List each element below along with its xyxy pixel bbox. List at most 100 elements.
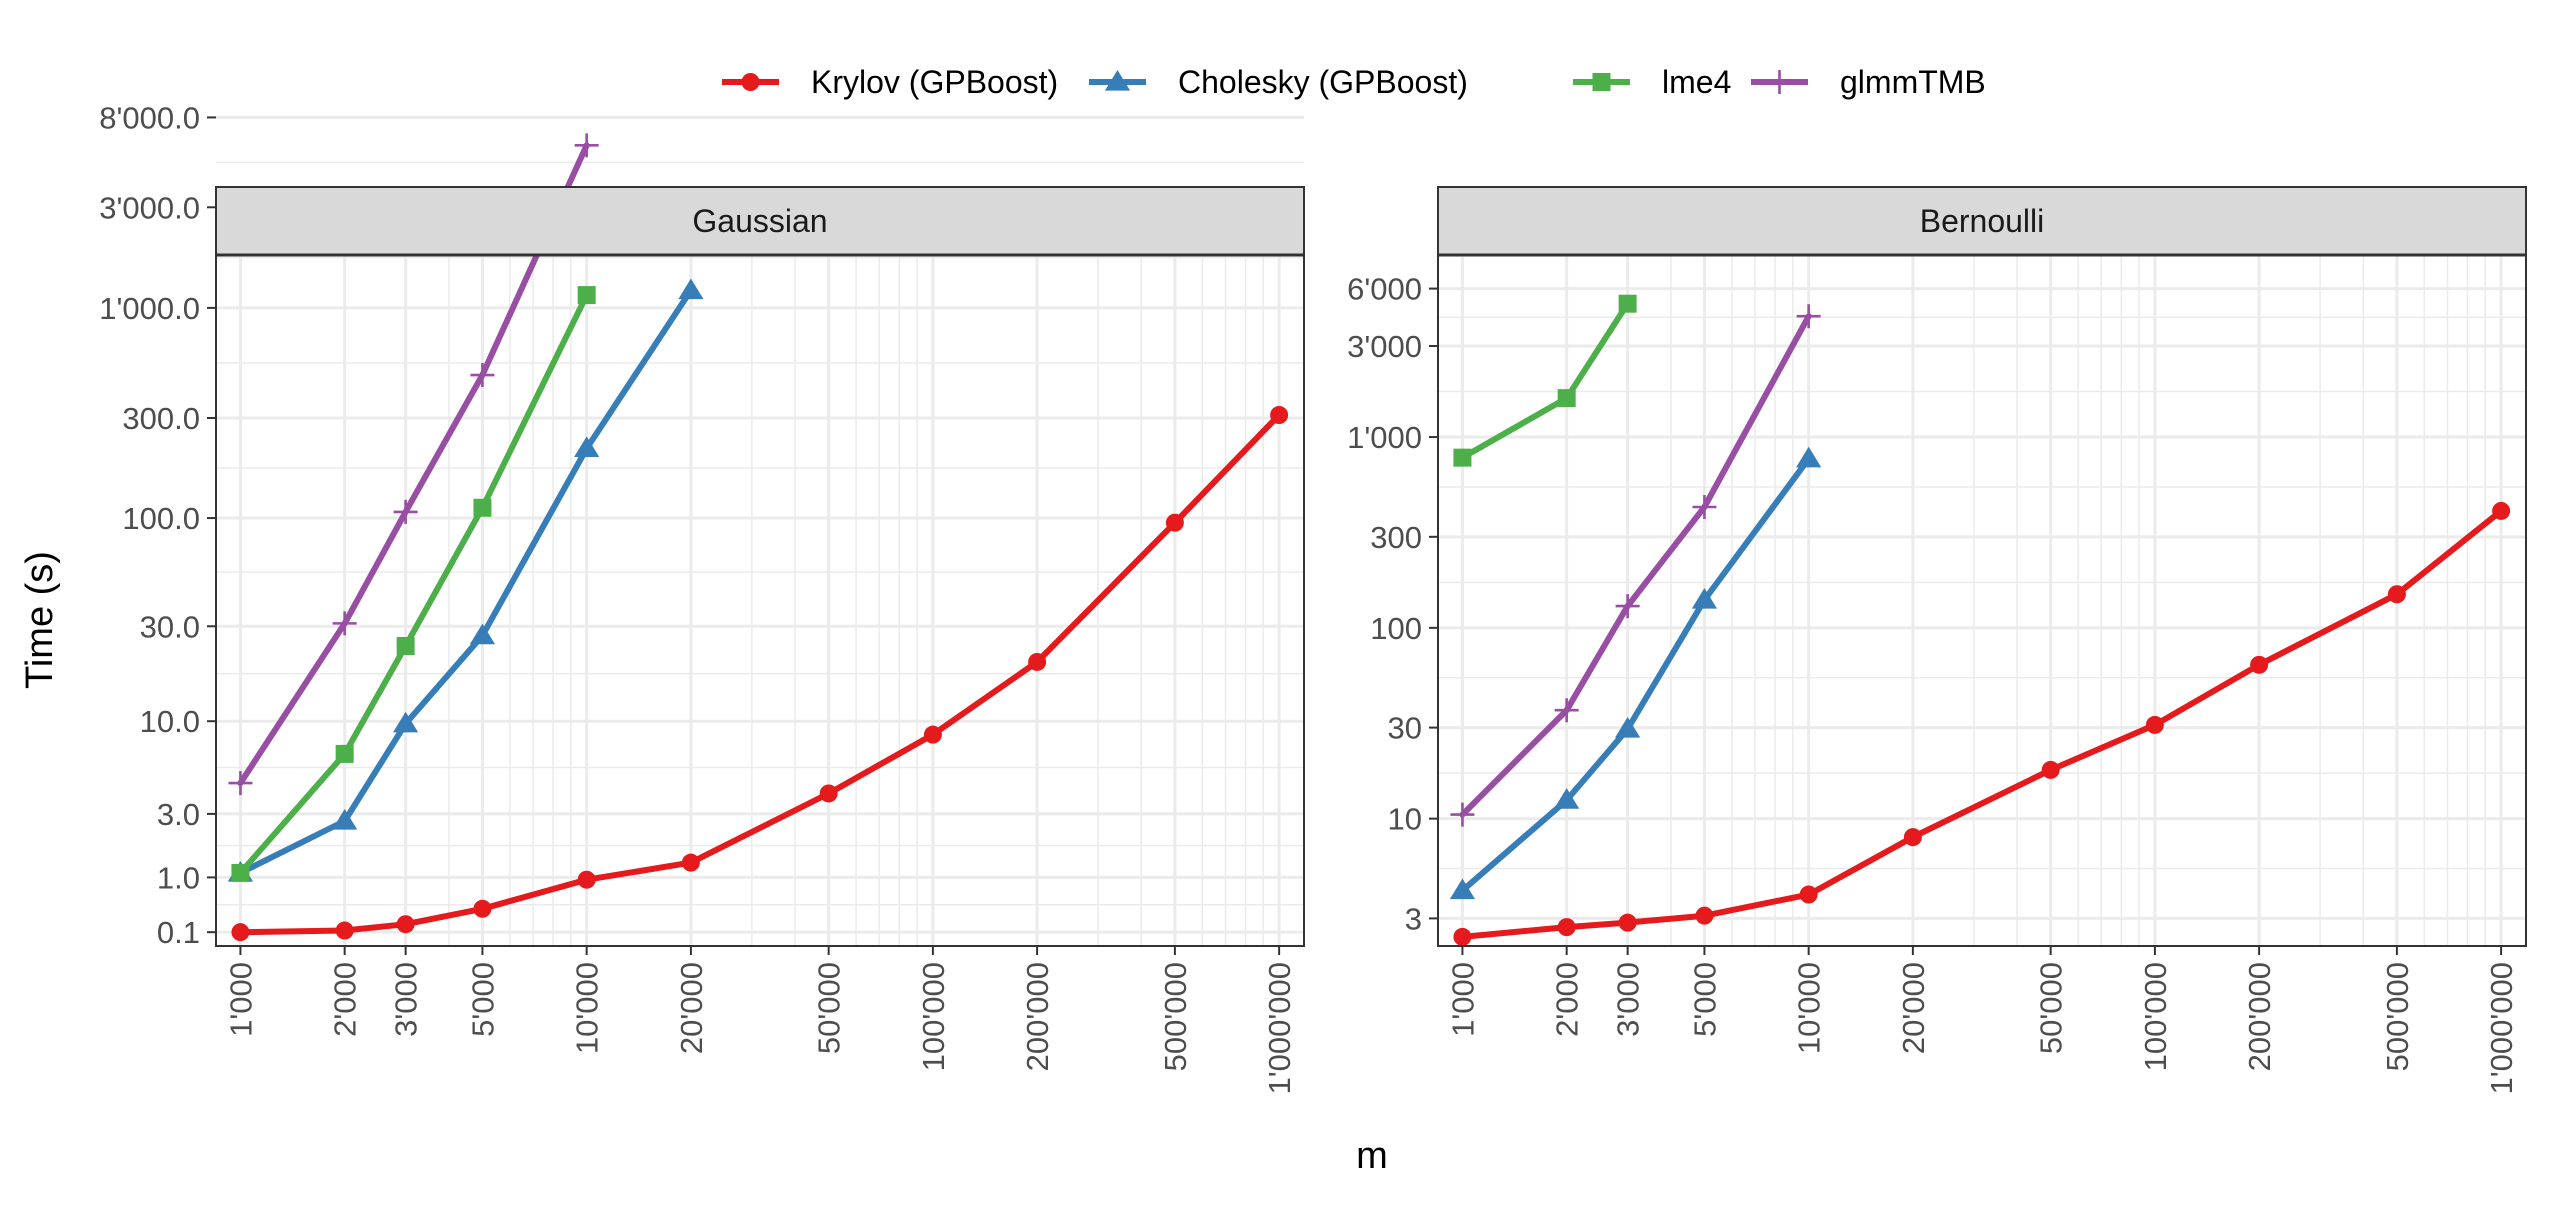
data-point-lme4 [1618,294,1637,313]
x-tick-label: 200'000 [2242,962,2277,1071]
panel-strip [1437,186,2527,256]
y-tick-label: 100.0 [122,501,200,536]
y-axis: 3 10 30 100 300 1'000 3'000 6'000 [1347,272,1438,936]
series-glmmtmb [1450,304,1821,827]
legend-marker-plus [1767,70,1792,94]
data-point-krylov [819,784,838,803]
x-tick-label: 1'000 [1445,962,1480,1037]
x-tick-label: 1'000 [223,962,258,1037]
x-tick-label: 500'000 [2380,962,2415,1071]
legend-marker-circle [741,73,760,91]
x-tick-label: 2'000 [1550,962,1585,1037]
data-point-glmmtmb [470,363,495,388]
data-point-krylov [923,725,942,744]
panel-title: Bernoulli [1920,203,2045,239]
x-tick-label: 200'000 [1020,962,1055,1071]
x-tick-label: 50'000 [2034,962,2069,1054]
x-tick-label: 5'000 [1687,962,1722,1037]
data-point-krylov [1557,918,1576,937]
plot-background [1438,255,2526,946]
series-cholesky [1449,446,1822,900]
data-point-cholesky [1691,587,1718,609]
x-tick-label: 2'000 [328,962,363,1037]
series-lme4 [231,286,596,882]
series-lme4 [1453,294,1637,467]
x-tick-label: 1'000'000 [1262,962,1297,1095]
gridlines [1438,255,2526,946]
x-axis: 1'000 2'000 3'000 5'000 10'000 20'000 50'000 10… [1445,946,2519,1095]
data-point-krylov [335,921,354,940]
data-point-cholesky [393,711,419,733]
y-axis: 0.1 1.0 3.0 10.0 30.0 100.0 300.0 1'000.0 3'000.… [99,100,216,950]
x-tick-label: 500'000 [1158,962,1193,1071]
data-point-krylov [1695,906,1714,925]
panel-gaussian: Gaussian 0.1 1.0 3.0 10.0 30.0 100.0 300.0 1'000… [99,100,1305,1095]
y-tick-label: 6'000 [1347,272,1422,307]
x-tick-label: 3'000 [1611,962,1646,1037]
data-point-glmmtmb [228,771,253,796]
data-point-lme4 [473,498,492,517]
series-line-cholesky [237,287,694,876]
series-cholesky [227,278,704,882]
y-tick-label: 30.0 [140,609,200,644]
series-krylov [1453,501,2511,946]
x-tick-label: 5'000 [465,962,500,1037]
data-point-glmmtmb [1554,698,1579,723]
x-tick-label: 20'000 [674,962,709,1054]
x-tick-label: 1'000'000 [2484,962,2519,1095]
data-point-krylov [2492,501,2511,520]
y-tick-label: 3.0 [157,797,200,832]
data-point-cholesky [678,278,704,300]
x-axis: 1'000 2'000 3'000 5'000 10'000 20'000 50'000 10… [223,946,1297,1095]
data-point-krylov [1028,652,1047,671]
legend: Krylov (GPBoost) Cholesky (GPBoost) lme4 gl… [722,64,1986,100]
data-point-cholesky [1554,788,1580,809]
panels: Gaussian 0.1 1.0 3.0 10.0 30.0 100.0 300.0 1'000… [99,100,2527,1095]
data-point-krylov [1618,913,1637,932]
data-point-krylov [2250,655,2269,674]
x-tick-label: 10'000 [570,962,605,1054]
y-tick-label: 30 [1388,711,1422,746]
data-point-cholesky [1615,716,1641,738]
legend-item-cholesky: Cholesky (GPBoost) [1089,64,1468,100]
data-point-krylov [1270,405,1289,424]
data-point-glmmtmb [574,133,599,158]
legend-marker-triangle [1104,70,1131,91]
data-point-lme4 [335,744,354,763]
y-tick-label: 1.0 [157,860,200,895]
data-point-lme4 [1557,389,1576,408]
gridlines [216,115,1304,946]
data-point-cholesky [1449,878,1476,900]
data-point-glmmtmb [1796,304,1821,329]
data-point-glmmtmb [332,611,357,636]
data-point-lme4 [577,286,596,305]
data-point-glmmtmb [393,499,418,524]
y-axis-title: Time (s) [19,551,61,689]
data-point-krylov [396,915,415,934]
data-point-cholesky [332,809,358,830]
data-point-krylov [2145,715,2164,734]
y-tick-label: 0.1 [157,915,200,950]
x-axis-title: m [1356,1135,1388,1177]
data-point-cholesky [1796,446,1822,468]
legend-label: lme4 [1662,64,1731,100]
data-point-krylov [2387,585,2406,604]
data-point-krylov [1453,927,1472,946]
series-krylov [231,405,1289,942]
data-point-glmmtmb [1692,494,1717,519]
y-tick-label: 10.0 [140,704,200,739]
series-glmmtmb [228,133,599,796]
y-tick-label: 8'000.0 [99,100,200,135]
data-point-krylov [473,899,492,918]
y-tick-label: 300.0 [122,401,200,436]
data-point-lme4 [1453,448,1472,467]
data-point-krylov [681,853,700,872]
data-point-glmmtmb [1450,802,1475,827]
series-layer [227,133,1289,942]
legend-item-lme4: lme4 [1573,64,1731,100]
y-tick-label: 100 [1370,611,1422,646]
data-point-krylov [1165,513,1184,532]
series-layer [1449,294,2511,946]
